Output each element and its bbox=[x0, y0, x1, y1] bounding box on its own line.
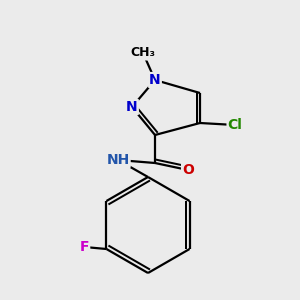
Text: N: N bbox=[126, 100, 138, 114]
Text: NH: NH bbox=[106, 153, 130, 167]
Text: CH₃: CH₃ bbox=[130, 46, 155, 59]
Text: O: O bbox=[182, 163, 194, 177]
Text: N: N bbox=[149, 73, 161, 87]
Text: Cl: Cl bbox=[228, 118, 242, 132]
Text: F: F bbox=[80, 240, 89, 254]
